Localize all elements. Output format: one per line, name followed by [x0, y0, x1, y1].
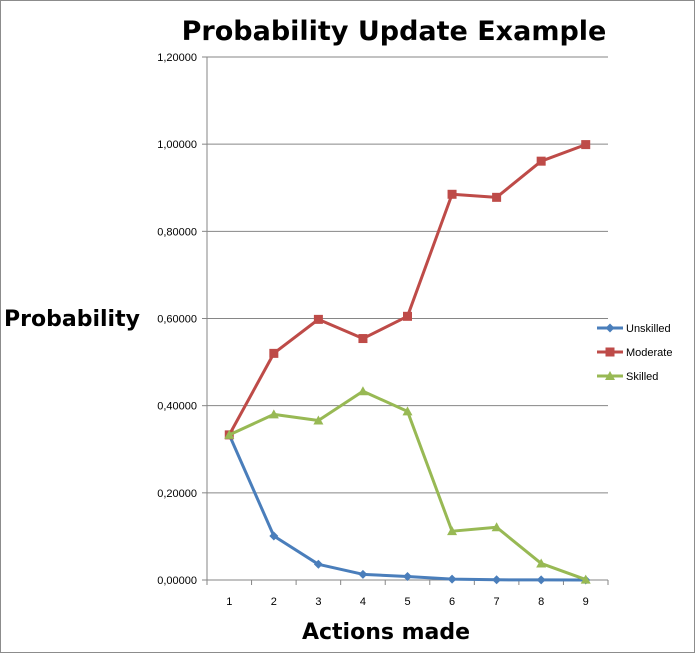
x-tick-label: 5 — [404, 596, 410, 608]
data-point-skilled — [402, 406, 413, 416]
y-tick-label: 0,60000 — [157, 314, 197, 326]
legend-entry-moderate: Moderate — [597, 347, 672, 359]
x-axis-label: Actions made — [302, 620, 470, 645]
x-tick-label: 6 — [449, 596, 455, 608]
data-point-unskilled — [492, 575, 502, 585]
y-tick-label: 0,80000 — [157, 226, 197, 238]
data-point-skilled — [357, 386, 368, 396]
y-tick-label: 1,20000 — [157, 52, 197, 64]
legend-label: Skilled — [626, 371, 658, 383]
legend-marker — [605, 371, 615, 380]
x-tick-label: 7 — [494, 596, 500, 608]
y-tick-label: 0,20000 — [157, 488, 197, 500]
series-unskilled — [224, 430, 591, 585]
legend: Unskilled Moderate Skilled — [597, 323, 672, 383]
data-point-moderate — [269, 348, 279, 358]
data-point-unskilled — [536, 575, 546, 585]
data-point-moderate — [447, 189, 457, 199]
data-point-moderate — [581, 140, 591, 150]
legend-entry-unskilled: Unskilled — [597, 323, 671, 335]
legend-entry-skilled: Skilled — [597, 371, 658, 383]
x-tick-label: 1 — [226, 596, 232, 608]
y-tick-labels: 0,00000 0,20000 0,40000 0,60000 0,80000 1,000… — [157, 52, 197, 587]
gridlines — [207, 56, 608, 494]
series-line-moderate — [227, 143, 587, 436]
x-tick-label: 2 — [271, 596, 277, 608]
y-tick-label: 1,00000 — [157, 139, 197, 151]
x-tick-label: 9 — [583, 596, 589, 608]
data-point-moderate — [313, 314, 323, 324]
axes — [202, 56, 609, 585]
legend-marker — [605, 323, 615, 333]
x-tick-label: 4 — [360, 596, 366, 608]
series-line-unskilled — [227, 434, 586, 582]
chart-title: Probability Update Example — [182, 16, 607, 47]
y-tick-label: 0,00000 — [157, 575, 197, 587]
x-tick-label: 3 — [315, 596, 321, 608]
data-point-moderate — [492, 192, 502, 202]
y-tick-label: 0,40000 — [157, 401, 197, 413]
series-lines — [224, 140, 591, 585]
data-point-moderate — [403, 311, 412, 321]
data-point-skilled — [268, 409, 279, 419]
data-point-skilled — [224, 429, 235, 439]
data-point-moderate — [536, 156, 546, 166]
data-point-moderate — [358, 334, 368, 344]
data-point-unskilled — [403, 572, 412, 582]
data-point-skilled — [580, 574, 591, 584]
data-point-skilled — [313, 415, 324, 425]
legend-label: Moderate — [626, 347, 672, 359]
data-point-unskilled — [269, 531, 279, 541]
legend-label: Unskilled — [626, 323, 671, 335]
x-tick-labels: 1 2 3 4 5 6 7 8 9 — [226, 596, 589, 608]
data-point-unskilled — [358, 569, 368, 579]
data-point-skilled — [491, 522, 502, 532]
series-moderate — [224, 140, 591, 440]
data-point-unskilled — [447, 574, 457, 584]
data-point-skilled — [447, 526, 458, 536]
data-point-unskilled — [313, 559, 323, 569]
x-tick-label: 8 — [538, 596, 544, 608]
data-point-skilled — [536, 558, 547, 568]
series-line-skilled — [228, 389, 587, 581]
y-axis-label: Probability — [4, 307, 140, 332]
legend-marker — [605, 347, 615, 357]
series-skilled — [224, 386, 591, 584]
